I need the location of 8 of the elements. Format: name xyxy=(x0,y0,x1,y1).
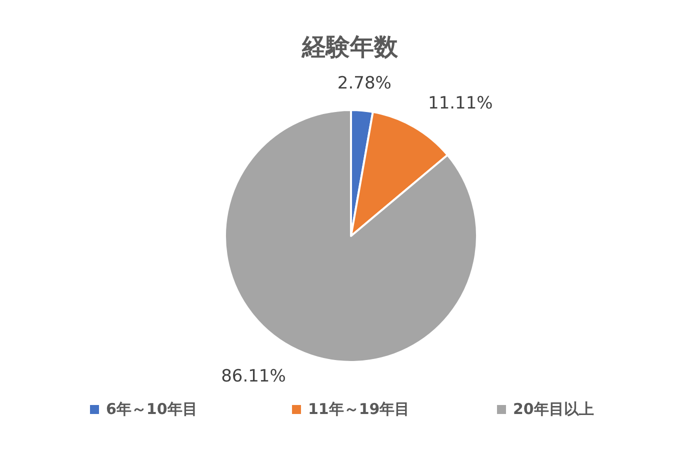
legend-label: 20年目以上 xyxy=(513,400,594,418)
data-label: 2.78% xyxy=(337,74,392,94)
legend-label: 6年～10年目 xyxy=(106,400,198,418)
data-label: 11.11% xyxy=(428,94,493,114)
data-label: 86.11% xyxy=(221,366,286,387)
chart-title: 経験年数 xyxy=(301,33,399,61)
legend-label: 11年～19年目 xyxy=(308,400,410,418)
pie-slice xyxy=(224,109,478,363)
